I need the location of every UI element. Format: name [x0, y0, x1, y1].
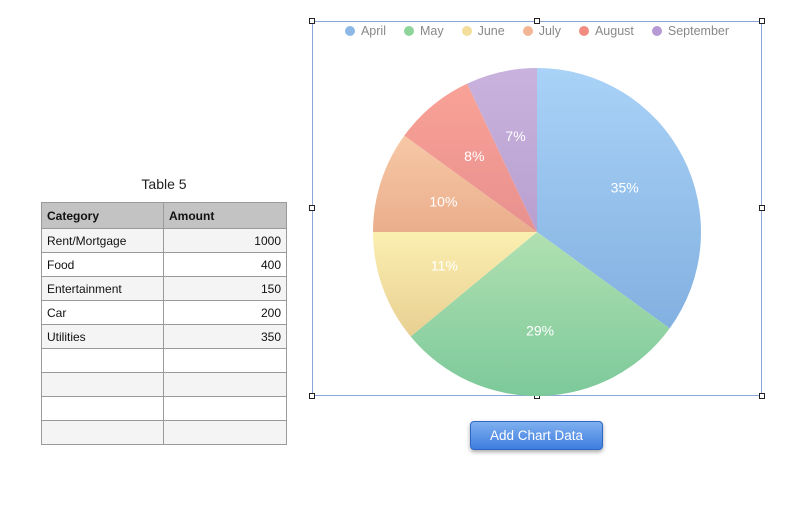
cell-category[interactable]	[41, 372, 164, 397]
data-table[interactable]: Category Amount Rent/Mortgage 1000 Food 40…	[41, 202, 287, 445]
legend-swatch	[403, 26, 414, 36]
legend-swatch	[651, 26, 662, 36]
legend-label: May	[419, 24, 444, 38]
cell-category[interactable]	[41, 420, 164, 445]
cell-amount[interactable]	[163, 372, 287, 397]
legend-label: July	[538, 24, 561, 38]
table-row[interactable]: Utilities 350	[41, 324, 287, 349]
table-row[interactable]: Rent/Mortgage 1000	[41, 228, 287, 253]
resize-handle-middle-right[interactable]	[759, 205, 765, 211]
cell-category[interactable]	[41, 396, 164, 421]
resize-handle-top-right[interactable]	[759, 18, 765, 24]
legend-swatch	[578, 26, 589, 36]
resize-handle-bottom-left[interactable]	[309, 393, 315, 399]
pie-slice-april[interactable]	[537, 68, 701, 329]
table-row[interactable]: Food 400	[41, 252, 287, 277]
table-row[interactable]	[41, 420, 287, 445]
cell-amount[interactable]: 400	[163, 252, 287, 277]
legend-item-september[interactable]: September	[651, 24, 730, 38]
cell-amount[interactable]	[163, 420, 287, 445]
legend-item-may[interactable]: May	[403, 24, 444, 38]
pie-value-label: 11%	[431, 257, 458, 273]
pie-value-label: 7%	[505, 128, 525, 144]
cell-category[interactable]: Utilities	[41, 324, 164, 349]
table-row[interactable]: Car 200	[41, 300, 287, 325]
add-chart-data-button[interactable]: Add Chart Data	[470, 421, 603, 450]
pie-slice-june[interactable]	[373, 232, 537, 337]
legend-item-july[interactable]: July	[522, 24, 561, 38]
header-amount[interactable]: Amount	[163, 202, 287, 229]
legend-label: April	[360, 24, 386, 38]
pie-slice-september[interactable]	[467, 68, 537, 232]
pie-slice-august[interactable]	[404, 83, 537, 232]
cell-category[interactable]: Car	[41, 300, 164, 325]
pie-value-label: 29%	[526, 322, 554, 338]
legend-item-june[interactable]: June	[461, 24, 505, 38]
legend-swatch	[461, 26, 472, 36]
pie-slice-may[interactable]	[410, 232, 670, 396]
pie-value-label: 10%	[429, 194, 457, 210]
resize-handle-top-center[interactable]	[534, 18, 540, 24]
legend-label: June	[477, 24, 505, 38]
cell-category[interactable]	[41, 348, 164, 373]
header-category[interactable]: Category	[41, 202, 164, 229]
pie-chart[interactable]: 35% 29% 11% 10% 8% 7%	[312, 21, 762, 396]
cell-amount[interactable]	[163, 348, 287, 373]
table-title: Table 5	[141, 176, 187, 192]
cell-amount[interactable]: 350	[163, 324, 287, 349]
table-row[interactable]	[41, 396, 287, 421]
legend-item-april[interactable]: April	[344, 24, 386, 38]
resize-handle-middle-left[interactable]	[309, 205, 315, 211]
pie-slice-july[interactable]	[373, 135, 537, 232]
cell-category[interactable]: Food	[41, 252, 164, 277]
cell-amount[interactable]: 200	[163, 300, 287, 325]
legend-label: September	[667, 24, 730, 38]
cell-amount[interactable]: 150	[163, 276, 287, 301]
legend-swatch	[522, 26, 533, 36]
cell-category[interactable]: Entertainment	[41, 276, 164, 301]
cell-amount[interactable]: 1000	[163, 228, 287, 253]
cell-category[interactable]: Rent/Mortgage	[41, 228, 164, 253]
legend-label: August	[594, 24, 634, 38]
legend-item-august[interactable]: August	[578, 24, 634, 38]
legend-swatch	[344, 26, 355, 36]
cell-amount[interactable]	[163, 396, 287, 421]
chart-legend[interactable]: April May June July August September	[313, 22, 761, 40]
pie-value-label: 8%	[464, 148, 484, 164]
pie-value-label: 35%	[611, 179, 639, 195]
resize-handle-bottom-right[interactable]	[759, 393, 765, 399]
table-row[interactable]	[41, 348, 287, 373]
table-row[interactable]: Entertainment 150	[41, 276, 287, 301]
table-row[interactable]	[41, 372, 287, 397]
resize-handle-top-left[interactable]	[309, 18, 315, 24]
